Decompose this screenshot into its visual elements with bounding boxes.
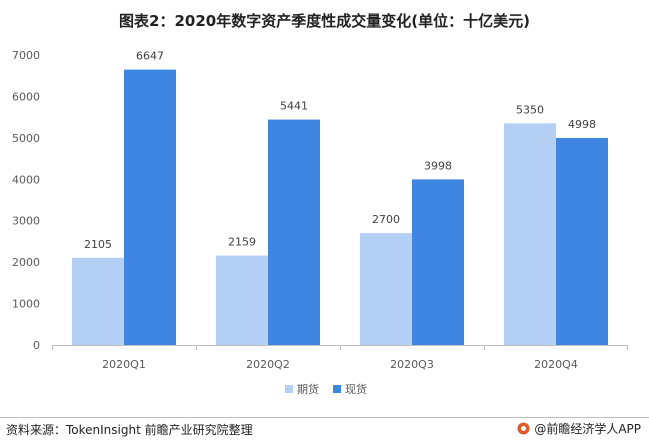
bar-futures xyxy=(216,255,268,345)
data-label: 2105 xyxy=(84,238,112,251)
bar-chart: 0 1000 2000 3000 4000 5000 6000 7000 2020Q1 2020Q… xyxy=(12,49,628,396)
legend-label: 期货 xyxy=(297,382,319,396)
brand-logo-icon xyxy=(517,422,530,435)
y-tick-label: 5000 xyxy=(12,132,40,145)
brand-text: @前瞻经济学人APP xyxy=(534,422,641,436)
y-tick-label: 7000 xyxy=(12,49,40,62)
bar-futures xyxy=(360,233,412,345)
labels: 2105 6647 2159 5441 2700 3998 5350 4998 xyxy=(84,50,596,251)
legend-swatch xyxy=(285,385,293,393)
y-tick-label: 4000 xyxy=(12,173,40,186)
footer-divider xyxy=(0,417,649,418)
legend: 期货 现货 xyxy=(285,382,367,396)
data-label: 5350 xyxy=(516,103,544,116)
x-category-label: 2020Q2 xyxy=(246,358,290,371)
y-tick-label: 1000 xyxy=(12,298,40,311)
legend-swatch xyxy=(333,385,341,393)
data-label: 2700 xyxy=(372,213,400,226)
bar-spot xyxy=(124,69,176,346)
legend-label: 现货 xyxy=(345,382,367,396)
bars xyxy=(72,69,608,346)
data-label: 2159 xyxy=(228,236,256,249)
data-label: 5441 xyxy=(280,100,308,113)
bar-futures xyxy=(504,123,556,345)
x-category-label: 2020Q4 xyxy=(534,358,578,371)
bar-spot xyxy=(412,179,464,345)
data-label: 6647 xyxy=(136,50,164,63)
data-label: 3998 xyxy=(424,159,452,172)
x-category-label: 2020Q1 xyxy=(102,358,146,371)
y-tick-label: 2000 xyxy=(12,256,40,269)
data-label: 4998 xyxy=(568,118,596,131)
source-note: 资料来源：TokenInsight 前瞻产业研究院整理 xyxy=(6,423,253,437)
brand-credit: @前瞻经济学人APP xyxy=(517,420,641,437)
bar-futures xyxy=(72,257,124,345)
y-tick-label: 6000 xyxy=(12,90,40,103)
bar-spot xyxy=(268,119,320,345)
y-tick-label: 3000 xyxy=(12,215,40,228)
chart-title: 图表2：2020年数字资产季度性成交量变化(单位：十亿美元) xyxy=(119,12,530,30)
axes: 0 1000 2000 3000 4000 5000 6000 7000 2020Q1 2020Q… xyxy=(12,49,628,371)
y-tick-label: 0 xyxy=(33,339,40,352)
bar-spot xyxy=(556,137,608,345)
x-category-label: 2020Q3 xyxy=(390,358,434,371)
